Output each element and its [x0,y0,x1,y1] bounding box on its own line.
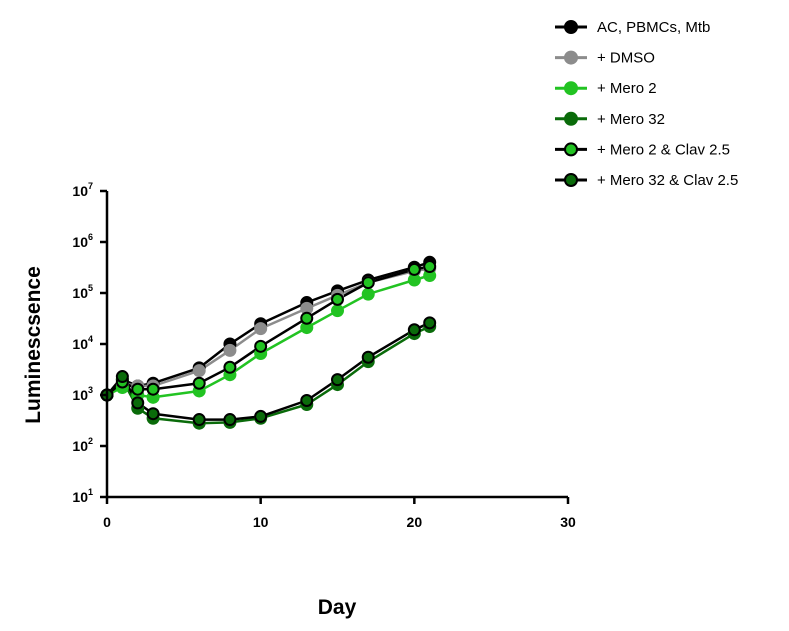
y-tick-label: 107 [72,181,93,199]
legend-item: + Mero 2 [555,80,657,97]
data-point [131,396,145,410]
legend-label: + Mero 32 & Clav 2.5 [597,172,738,189]
y-tick-label: 101 [72,487,93,505]
data-point [331,292,344,306]
series-line-0 [106,261,431,396]
legend-item: + Mero 32 [555,111,665,128]
legend-label: + Mero 2 [597,80,657,97]
data-point [192,376,206,390]
data-point [361,287,375,301]
data-point [407,323,421,337]
data-point [423,260,437,274]
plot-markers [100,255,437,430]
series-line-4 [106,265,430,396]
data-point [223,413,237,427]
x-tick-label: 20 [407,514,423,530]
data-point [407,262,421,276]
legend-item: + Mero 32 & Clav 2.5 [555,172,738,189]
data-point [254,322,268,336]
data-point [331,304,344,318]
y-tick-label: 104 [72,334,93,352]
axes [105,191,568,499]
y-axis-title: Luminescsence [22,266,45,424]
legend-marker [564,142,578,157]
data-point [407,273,421,287]
legend-marker [564,50,578,65]
x-tick-label: 0 [103,514,111,530]
legend-item: + DMSO [555,50,655,67]
x-ticks: 0 10 20 30 [103,497,576,530]
y-tick-label: 106 [72,232,93,250]
legend-label: + Mero 32 [597,111,665,128]
series-line-5 [106,321,431,421]
y-ticks: 101 102 103 104 105 106 107 [72,181,107,505]
data-point [331,373,344,387]
data-point [300,311,314,325]
x-tick-label: 10 [253,514,269,530]
data-point [192,413,206,427]
data-point [300,394,314,408]
legend-marker [564,111,578,126]
y-tick-label: 103 [72,385,93,403]
legend-label: + DMSO [597,50,655,67]
legend-label: AC, PBMCs, Mtb [597,19,710,36]
legend-item: AC, PBMCs, Mtb [555,19,710,36]
legend-marker [564,81,578,96]
legend-marker [564,20,578,34]
y-tick-label: 102 [72,436,93,454]
legend: AC, PBMCs, Mtb + DMSO + Mero 2 + Mero 32 + M… [555,19,738,189]
x-axis-title: Day [318,596,357,619]
series-line-1 [106,267,430,396]
data-point [223,360,237,374]
data-point [254,339,268,353]
data-point [131,382,145,396]
x-tick-label: 30 [560,514,576,530]
legend-marker [564,173,578,187]
y-tick-label: 105 [72,283,93,301]
data-point [361,350,375,364]
data-point [115,370,129,384]
data-point [361,276,375,290]
legend-item: + Mero 2 & Clav 2.5 [555,141,730,158]
legend-label: + Mero 2 & Clav 2.5 [597,141,730,158]
data-point [146,407,160,421]
data-point [423,316,437,330]
data-point [146,382,160,396]
data-point [223,343,237,357]
data-point [254,409,268,423]
data-point [192,364,206,378]
